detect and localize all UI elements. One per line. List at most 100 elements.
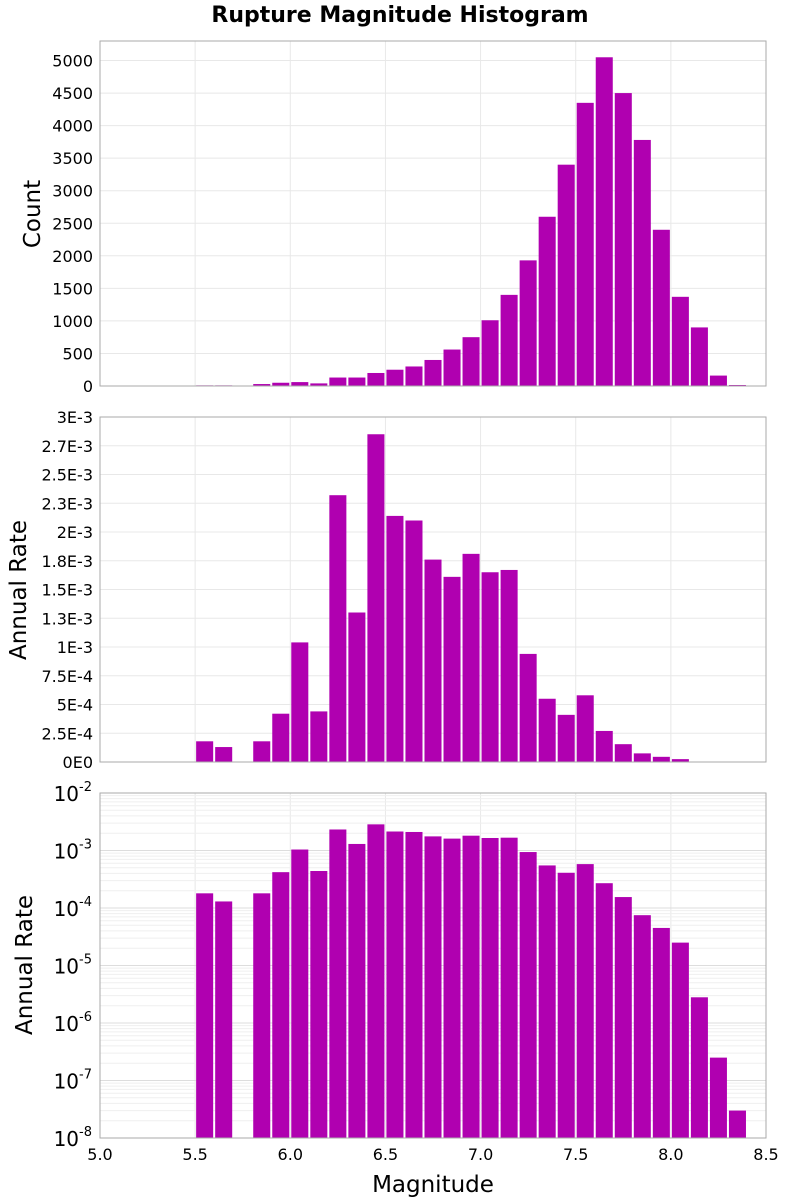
count-bar [481, 320, 499, 386]
count-bar [690, 327, 708, 386]
rate-bar [538, 698, 556, 762]
rate-bar [500, 569, 518, 762]
count-bar [253, 384, 271, 386]
x-tick-label: 8.0 [658, 1145, 683, 1164]
rate-y-tick-labels: 0E0 2.5E-4 5E-4 7.5E-4 1E-3 1.3E-3 1.5E-3 1.8E-… [41, 408, 93, 772]
rate-bar [443, 576, 461, 762]
count-bar [633, 139, 651, 386]
y-tick-label: 4000 [52, 117, 93, 136]
rate-bar [424, 559, 442, 762]
log-rate-bar [386, 831, 404, 1138]
count-bar [462, 337, 480, 386]
log-rate-bar [443, 838, 461, 1138]
y-tick-label: 500 [62, 344, 93, 363]
log-rate-bar [462, 835, 480, 1138]
count-y-axis-title: Count [20, 180, 46, 248]
log-rate-bar [405, 831, 423, 1138]
count-bar [595, 57, 613, 386]
rate-bar [462, 553, 480, 762]
y-tick-label: 1500 [52, 279, 93, 298]
y-tick-label: 4500 [52, 84, 93, 103]
rate-bar [310, 711, 328, 762]
count-bar [329, 377, 347, 386]
count-bar [272, 382, 290, 386]
x-tick-label: 8.5 [753, 1145, 778, 1164]
rate-bar [215, 747, 233, 762]
chart-title: Rupture Magnitude Histogram [211, 3, 588, 28]
y-tick-label: 1.3E-3 [41, 609, 93, 628]
y-tick-label: 5000 [52, 52, 93, 71]
y-tick-label: 2E-3 [57, 523, 93, 542]
rate-bar [386, 515, 404, 762]
rate-bar [671, 759, 689, 762]
log-rate-bar [367, 824, 385, 1138]
y-tick-label: 3E-3 [57, 408, 93, 427]
count-bar [348, 377, 366, 386]
count-histogram-panel: 0 500 1000 1500 2000 2500 3000 3500 4000 4500 5000… [20, 40, 767, 396]
log-rate-bar [329, 829, 347, 1138]
y-tick-label: 5E-4 [57, 696, 93, 715]
log-rate-bar [690, 997, 708, 1138]
log-rate-bar [671, 942, 689, 1138]
rate-bar [595, 730, 613, 762]
count-bar [614, 93, 632, 386]
rate-bar [272, 713, 290, 762]
y-tick-label: 2.5E-4 [41, 724, 93, 743]
rate-bar [519, 653, 537, 762]
y-tick-label: 2.3E-3 [41, 494, 93, 513]
log-rate-bar [614, 897, 632, 1138]
rate-bar [652, 756, 670, 762]
y-tick-label: 10-6 [54, 1010, 92, 1036]
y-tick-label: 2.7E-3 [41, 437, 93, 456]
log-rate-bar [481, 837, 499, 1138]
x-tick-labels: 5.0 5.5 6.0 6.5 7.0 7.5 8.0 8.5 [87, 1145, 778, 1164]
y-tick-label: 10-4 [54, 895, 92, 921]
x-tick-label: 6.5 [373, 1145, 398, 1164]
log-rate-bar [728, 1110, 746, 1138]
log-rate-bar [576, 864, 594, 1138]
count-bar [367, 372, 385, 386]
rate-bar [329, 495, 347, 762]
x-tick-label: 5.5 [182, 1145, 207, 1164]
log-rate-bar [519, 852, 537, 1138]
y-tick-label: 3500 [52, 149, 93, 168]
log-rate-bars [196, 824, 746, 1138]
y-tick-label: 2500 [52, 214, 93, 233]
y-tick-label: 2.5E-3 [41, 466, 93, 485]
rate-bar [576, 695, 594, 762]
y-tick-label: 0 [83, 377, 93, 396]
rate-bar [196, 741, 214, 762]
y-tick-label: 10-3 [54, 838, 92, 864]
rate-bar [557, 714, 575, 762]
rate-bars [196, 434, 746, 762]
rate-bar [633, 753, 651, 762]
log-rate-bar [196, 893, 214, 1138]
log-rate-bar [253, 893, 271, 1138]
log-rate-bar [633, 915, 651, 1138]
y-tick-label: 10-5 [54, 953, 92, 979]
rate-y-axis-title: Annual Rate [6, 520, 32, 660]
x-tick-label: 6.0 [278, 1145, 303, 1164]
count-bar [500, 294, 518, 386]
rate-bar [405, 520, 423, 762]
log-rate-bar [595, 883, 613, 1138]
x-tick-label: 5.0 [87, 1145, 112, 1164]
rate-bar [291, 642, 309, 762]
y-tick-label: 0E0 [63, 753, 93, 772]
log-rate-y-axis-title: Annual Rate [12, 895, 38, 1035]
count-bar [405, 366, 423, 386]
count-bar [557, 164, 575, 386]
rate-bar [253, 741, 271, 762]
rate-histogram-panel: 0E0 2.5E-4 5E-4 7.5E-4 1E-3 1.3E-3 1.5E-3 1.8E-… [6, 408, 767, 772]
log-rate-bar [709, 1057, 727, 1138]
log-rate-bar [652, 927, 670, 1138]
log-rate-bar [424, 836, 442, 1138]
rate-bar [614, 744, 632, 762]
count-bar [671, 296, 689, 386]
y-tick-label: 10-7 [54, 1068, 92, 1094]
rate-bar [348, 612, 366, 762]
count-y-tick-labels: 0 500 1000 1500 2000 2500 3000 3500 4000 4500 5000 [52, 52, 93, 396]
x-tick-label: 7.5 [563, 1145, 588, 1164]
rate-plot-frame [99, 416, 767, 763]
y-tick-label: 10-2 [54, 780, 92, 806]
